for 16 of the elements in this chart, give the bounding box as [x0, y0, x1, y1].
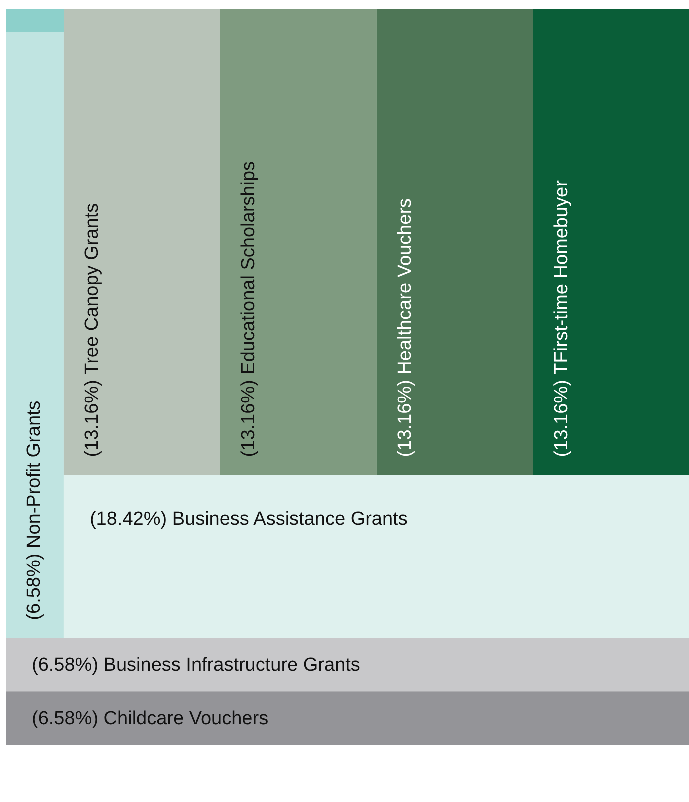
data-label: (6.58%) [24, 554, 45, 620]
data-label: (13.16%) [551, 380, 572, 458]
category-label: Non-Profit Grants [24, 400, 45, 549]
data-label: (18.42%) [90, 509, 168, 530]
data-label: (13.16%) [82, 380, 103, 458]
category-label: TFirst-time Homebuyer [551, 180, 572, 375]
data-label: (13.16%) [238, 380, 260, 458]
category-label: Tree Canopy Grants [82, 203, 103, 375]
category-label: Educational Scholarships [238, 161, 260, 375]
data-label: (13.16%) [394, 380, 416, 458]
category-label: Business Assistance Grants [172, 509, 408, 530]
data-label: (6.58%) [32, 654, 99, 676]
data-label: (6.58%) [32, 708, 99, 730]
category-label: Healthcare Vouchers [394, 198, 416, 375]
category-label: Childcare Vouchers [104, 708, 269, 730]
category-label: Business Infrastructure Grants [104, 654, 360, 676]
